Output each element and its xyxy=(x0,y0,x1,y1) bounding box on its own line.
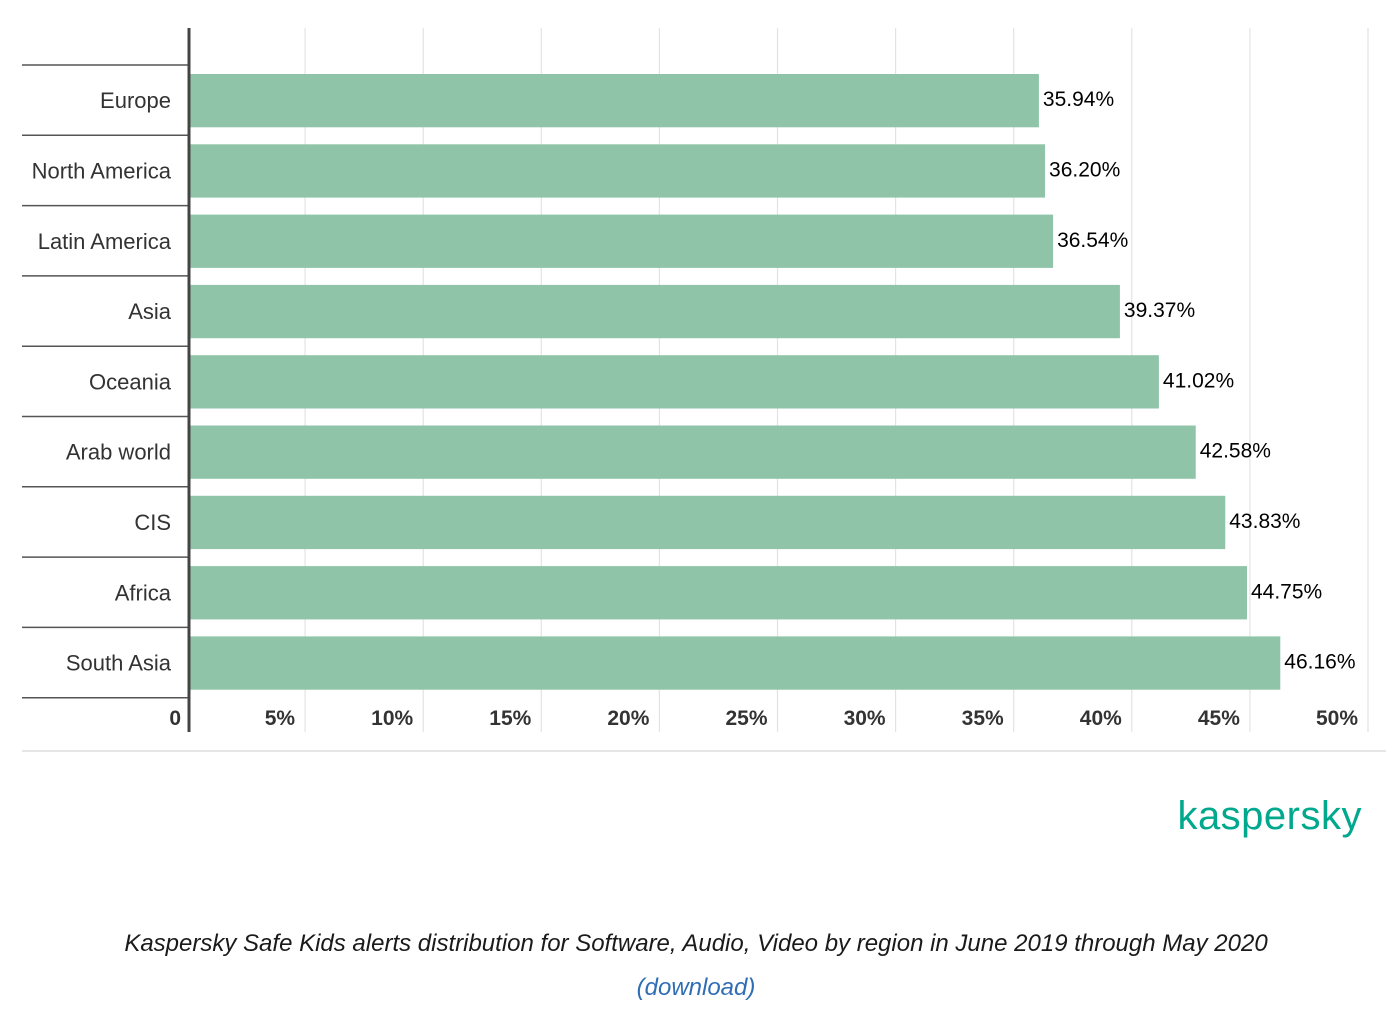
kaspersky-logo: kaspersky xyxy=(1177,794,1362,838)
bar xyxy=(190,144,1046,198)
value-label: 39.37% xyxy=(1124,299,1195,322)
category-label: Europe xyxy=(100,88,171,113)
category-label: North America xyxy=(32,158,172,183)
category-label: Africa xyxy=(115,580,172,605)
bar xyxy=(190,495,1226,550)
category-label: Latin America xyxy=(38,229,172,254)
x-axis-ticks: 0 5% 10% 15% 20% 25% 30% 35% 40% 45% 50% xyxy=(169,707,1358,730)
value-labels: 35.94% 36.20% 36.54% 39.37% 41.02% 42.58% 43.8… xyxy=(1043,88,1356,673)
x-tick-label: 20% xyxy=(607,707,649,730)
bar xyxy=(190,284,1120,339)
x-tick-label: 30% xyxy=(844,707,886,730)
value-label: 36.20% xyxy=(1049,158,1120,181)
x-tick-label: 50% xyxy=(1316,707,1358,730)
bars xyxy=(190,74,1281,690)
value-label: 42.58% xyxy=(1200,440,1271,463)
x-tick-label: 10% xyxy=(371,707,413,730)
x-tick-label: 0 xyxy=(169,707,181,730)
bar xyxy=(190,566,1247,620)
x-tick-label: 5% xyxy=(265,707,296,730)
bar xyxy=(190,355,1159,409)
value-label: 36.54% xyxy=(1057,229,1128,252)
bar xyxy=(190,74,1039,128)
value-label: 44.75% xyxy=(1251,580,1322,603)
category-labels: Europe North America Latin America Asia Ocea… xyxy=(32,88,172,675)
value-label: 35.94% xyxy=(1043,88,1114,111)
value-label: 43.83% xyxy=(1229,510,1300,533)
download-link[interactable]: (download) xyxy=(636,974,756,1001)
x-tick-label: 45% xyxy=(1198,707,1240,730)
bar xyxy=(190,214,1054,268)
value-label: 46.16% xyxy=(1284,651,1355,674)
category-label: South Asia xyxy=(66,651,172,676)
category-label: Oceania xyxy=(89,369,172,394)
value-label: 41.02% xyxy=(1163,369,1234,392)
bar xyxy=(190,425,1196,479)
x-tick-label: 40% xyxy=(1080,707,1122,730)
bar xyxy=(190,636,1281,690)
category-label: CIS xyxy=(134,510,171,535)
category-label: Arab world xyxy=(66,440,171,465)
category-label: Asia xyxy=(128,299,172,324)
figure-caption: Kaspersky Safe Kids alerts distribution … xyxy=(124,930,1268,957)
x-tick-label: 35% xyxy=(962,707,1004,730)
x-tick-label: 25% xyxy=(725,707,767,730)
bar-chart: Europe North America Latin America Asia Ocea… xyxy=(22,28,1386,752)
row-separators xyxy=(22,64,189,699)
x-tick-label: 15% xyxy=(489,707,531,730)
